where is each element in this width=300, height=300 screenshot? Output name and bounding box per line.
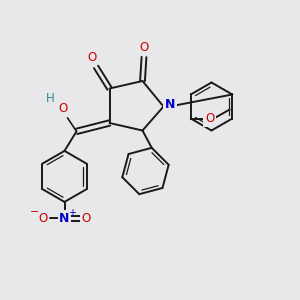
- Text: −: −: [30, 207, 39, 218]
- Text: N: N: [59, 212, 70, 225]
- Text: O: O: [88, 51, 97, 64]
- Text: O: O: [58, 101, 68, 115]
- Text: +: +: [68, 208, 76, 218]
- Text: O: O: [38, 212, 47, 225]
- Text: H: H: [46, 92, 55, 105]
- Text: O: O: [140, 41, 148, 54]
- Text: O: O: [82, 212, 91, 225]
- Text: N: N: [165, 98, 175, 112]
- Text: O: O: [205, 112, 214, 125]
